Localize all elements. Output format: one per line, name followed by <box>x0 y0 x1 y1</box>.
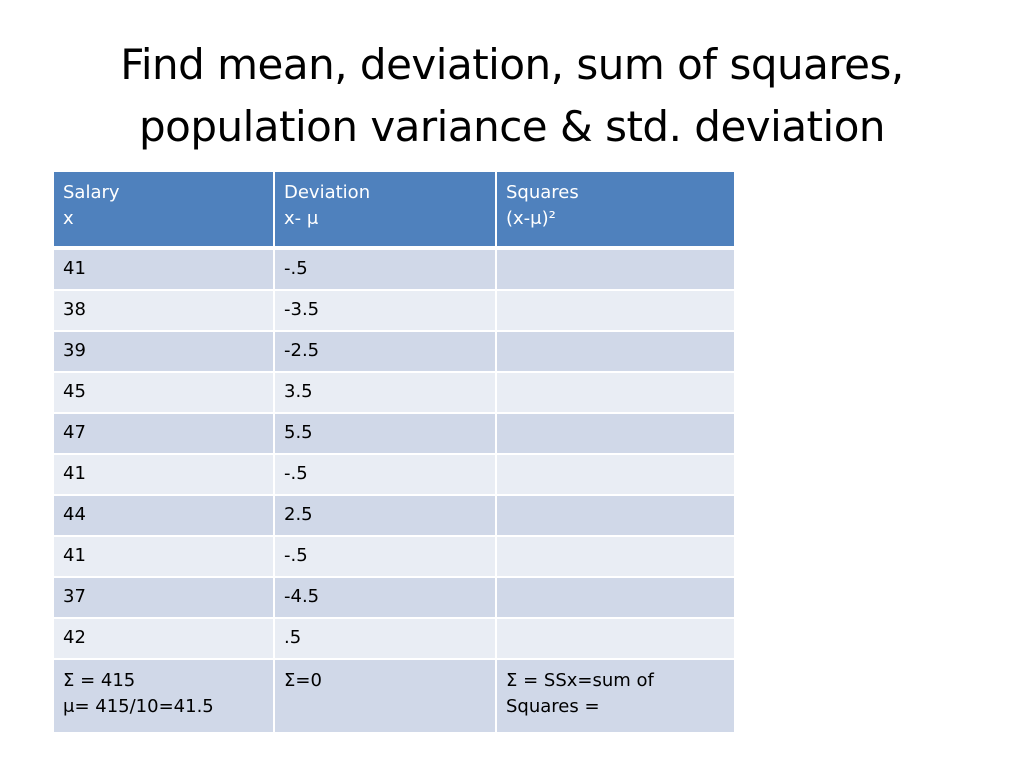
header-squares: Squares (x-μ)² <box>495 170 736 250</box>
table-row: 44 2.5 <box>52 494 736 537</box>
square-cell <box>495 412 736 455</box>
square-cell <box>495 247 736 291</box>
deviation-sum-cell: Σ=0 <box>273 658 497 734</box>
square-cell <box>495 453 736 496</box>
header-deviation-label: Deviation <box>284 182 371 203</box>
salary-cell: 37 <box>52 576 275 619</box>
table-row: 41 -.5 <box>52 247 736 291</box>
salary-cell: 39 <box>52 330 275 373</box>
deviation-cell: -.5 <box>273 247 497 291</box>
squares-summary-cell: Σ = SSx=sum of Squares = <box>495 658 736 734</box>
salary-cell: 42 <box>52 617 275 660</box>
table-row: 41 -.5 <box>52 453 736 496</box>
salary-summary-cell: Σ = 415 μ= 415/10=41.5 <box>52 658 275 734</box>
salary-mean: μ= 415/10=41.5 <box>63 696 214 717</box>
header-squares-label: Squares <box>506 182 579 203</box>
square-cell <box>495 576 736 619</box>
deviation-cell: -3.5 <box>273 289 497 332</box>
deviation-cell: -2.5 <box>273 330 497 373</box>
table-row: 42 .5 <box>52 617 736 660</box>
header-salary-label: Salary <box>63 182 120 203</box>
square-cell <box>495 371 736 414</box>
slide-title-line-2: population variance & std. deviation <box>138 102 886 151</box>
salary-cell: 45 <box>52 371 275 414</box>
table-header-row: Salary x Deviation x- μ Squares (x-μ)² <box>52 170 736 250</box>
salary-cell: 44 <box>52 494 275 537</box>
salary-cell: 38 <box>52 289 275 332</box>
deviation-cell: -.5 <box>273 535 497 578</box>
deviation-cell: 3.5 <box>273 371 497 414</box>
header-deviation: Deviation x- μ <box>273 170 497 250</box>
salary-cell: 41 <box>52 247 275 291</box>
table-summary-row: Σ = 415 μ= 415/10=41.5 Σ=0 Σ = SSx=sum o… <box>52 658 736 734</box>
deviation-cell: 5.5 <box>273 412 497 455</box>
square-cell <box>495 535 736 578</box>
deviation-cell: -.5 <box>273 453 497 496</box>
table-row: 47 5.5 <box>52 412 736 455</box>
square-cell <box>495 289 736 332</box>
squares-sum-line-1: Σ = SSx=sum of <box>506 670 654 691</box>
table-row: 39 -2.5 <box>52 330 736 373</box>
salary-cell: 41 <box>52 453 275 496</box>
table-row: 38 -3.5 <box>52 289 736 332</box>
square-cell <box>495 617 736 660</box>
deviation-cell: -4.5 <box>273 576 497 619</box>
square-cell <box>495 494 736 537</box>
salary-cell: 41 <box>52 535 275 578</box>
slide-title-line-1: Find mean, deviation, sum of squares, <box>120 40 904 89</box>
squares-sum-line-2: Squares = <box>506 696 600 717</box>
table-row: 41 -.5 <box>52 535 736 578</box>
deviation-cell: 2.5 <box>273 494 497 537</box>
slide-title: Find mean, deviation, sum of squares, po… <box>40 34 984 158</box>
table-row: 45 3.5 <box>52 371 736 414</box>
deviation-cell: .5 <box>273 617 497 660</box>
salary-cell: 47 <box>52 412 275 455</box>
header-salary: Salary x <box>52 170 275 250</box>
square-cell <box>495 330 736 373</box>
salary-sum: Σ = 415 <box>63 670 136 691</box>
header-squares-formula: (x-μ)² <box>506 208 556 229</box>
table-row: 37 -4.5 <box>52 576 736 619</box>
header-deviation-formula: x- μ <box>284 208 319 229</box>
salary-deviation-table: Salary x Deviation x- μ Squares (x-μ)² 4… <box>52 170 736 734</box>
header-salary-symbol: x <box>63 208 74 229</box>
